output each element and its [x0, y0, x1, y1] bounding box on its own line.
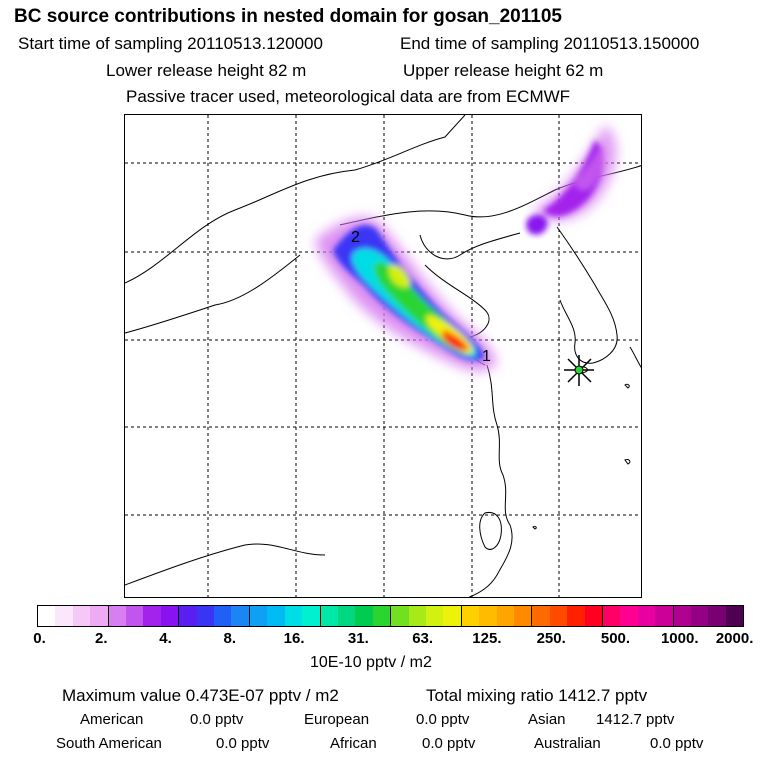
colorbar-swatch	[496, 606, 514, 626]
colorbar-tick-label: 16.	[283, 630, 305, 647]
trajectory-marker-1: 1	[482, 348, 491, 365]
colorbar-swatch	[584, 606, 603, 626]
american-label: American	[80, 711, 144, 728]
colorbar-swatch	[179, 606, 197, 626]
start-time-label: Start time of sampling 20110513.120000	[18, 34, 323, 53]
colorbar-swatch	[55, 606, 73, 626]
colorbar-tick-label: 500.	[600, 630, 631, 647]
colorbar-swatch	[725, 606, 744, 626]
colorbar-swatch	[320, 606, 338, 626]
border-interior-1	[125, 254, 301, 334]
colorbar-tick-label: 4.	[159, 630, 172, 647]
concentration-plume	[315, 125, 617, 371]
australian-label: Australian	[534, 735, 601, 752]
border-interior-2	[125, 543, 326, 586]
colorbar-swatch	[72, 606, 91, 626]
european-value: 0.0 pptv	[416, 711, 470, 728]
maximum-value-label: Maximum value 0.473E-07 pptv / m2	[62, 686, 339, 705]
trajectory-marker-2: 2	[351, 229, 360, 246]
colorbar-swatch	[708, 606, 726, 626]
coastline-ryukyu	[532, 383, 631, 530]
colorbar-swatch	[425, 606, 444, 626]
colorbar-tick-label: 125.	[472, 630, 502, 647]
colorbar-swatch	[532, 606, 550, 626]
south-american-label: South American	[56, 735, 162, 752]
colorbar-swatch	[691, 606, 709, 626]
colorbar-swatch	[108, 606, 127, 626]
colorbar-swatch	[567, 606, 585, 626]
colorbar	[37, 605, 744, 627]
colorbar-swatch	[479, 606, 497, 626]
coastline-korea	[556, 226, 618, 364]
colorbar-tick-label: 250.	[536, 630, 566, 647]
colorbar-swatch	[143, 606, 161, 626]
asian-label: Asian	[528, 711, 566, 728]
colorbar-swatch	[673, 606, 692, 626]
colorbar-ticks: 0. 2. 4. 8. 16. 31. 63. 125. 250. 500. 1000. 2000.	[33, 630, 753, 650]
colorbar-swatch	[443, 606, 462, 626]
upper-release-label: Upper release height 62 m	[403, 61, 604, 80]
colorbar-tick-label: 2.	[95, 630, 108, 647]
colorbar-swatch	[637, 606, 656, 626]
colorbar-swatch	[355, 606, 373, 626]
colorbar-units: 10E-10 pptv / m2	[310, 654, 432, 671]
colorbar-swatch	[655, 606, 674, 626]
map-panel: 2 1	[124, 114, 642, 598]
colorbar-swatch	[337, 606, 356, 626]
colorbar-tick-label: 8.	[223, 630, 237, 647]
colorbar-swatch	[391, 606, 409, 626]
australian-value: 0.0 pptv	[650, 735, 704, 752]
colorbar-swatch	[214, 606, 232, 626]
african-value: 0.0 pptv	[422, 735, 476, 752]
colorbar-swatch	[126, 606, 144, 626]
european-label: European	[304, 711, 370, 728]
colorbar-swatch	[302, 606, 321, 626]
asian-value: 1412.7 pptv	[596, 711, 675, 728]
colorbar-tick-label: 63.	[412, 630, 434, 647]
colorbar-swatch	[372, 606, 392, 626]
chart-title: BC source contributions in nested domain…	[14, 6, 562, 27]
colorbar-swatch	[38, 606, 56, 626]
colorbar-tick-label: 2000.	[715, 630, 754, 647]
colorbar-tick-label: 1000.	[660, 630, 699, 647]
colorbar-swatch	[267, 606, 285, 626]
colorbar-swatch	[231, 606, 250, 626]
colorbar-swatch	[160, 606, 180, 626]
grid-lines	[125, 115, 641, 597]
colorbar-tick-label: 0.	[33, 630, 46, 647]
tracer-label: Passive tracer used, meteorological data…	[126, 87, 571, 106]
end-time-label: End time of sampling 20110513.150000	[400, 34, 700, 53]
colorbar-swatch	[549, 606, 568, 626]
lower-release-label: Lower release height 82 m	[106, 61, 307, 80]
receptor-marker-icon	[564, 355, 594, 386]
coastline-taiwan	[479, 511, 502, 550]
coastline-japan	[629, 346, 641, 369]
colorbar-swatch	[196, 606, 215, 626]
colorbar-swatch	[284, 606, 303, 626]
colorbar-swatch	[620, 606, 638, 626]
coastline-bohai	[419, 232, 521, 260]
colorbar-swatch	[603, 606, 621, 626]
colorbar-swatch	[90, 606, 109, 626]
colorbar-swatch	[408, 606, 426, 626]
colorbar-swatch	[513, 606, 533, 626]
coastline-north	[125, 115, 466, 284]
south-american-value: 0.0 pptv	[216, 735, 270, 752]
coastline-east-china	[468, 364, 513, 597]
african-label: African	[330, 735, 377, 752]
colorbar-swatch	[461, 606, 480, 626]
colorbar-tick-label: 31.	[347, 630, 369, 647]
total-mixing-ratio-label: Total mixing ratio 1412.7 pptv	[426, 686, 648, 705]
coastlines	[125, 115, 641, 597]
map-svg: 2 1	[125, 115, 641, 597]
american-value: 0.0 pptv	[190, 711, 244, 728]
colorbar-swatch	[249, 606, 268, 626]
